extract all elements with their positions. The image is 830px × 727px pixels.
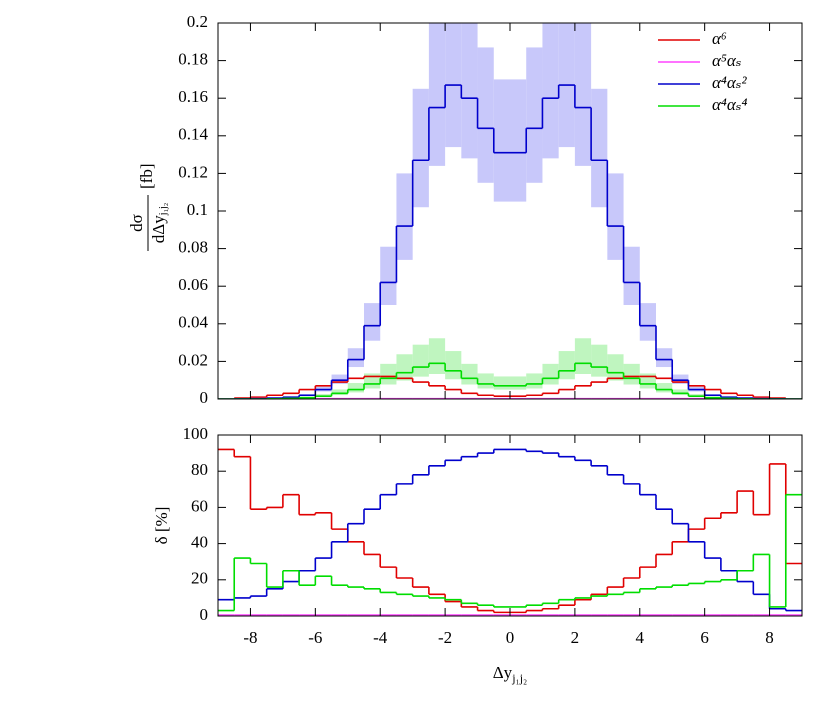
uncertainty-band: [607, 354, 624, 381]
y-axis-label: δ [%]: [152, 507, 171, 545]
y-tick-label: 0.14: [178, 125, 208, 144]
uncertainty-band: [526, 47, 543, 183]
uncertainty-band: [412, 344, 429, 377]
y-tick-label: 0: [200, 388, 209, 407]
uncertainty-band: [558, 351, 575, 380]
uncertainty-band: [412, 88, 429, 208]
uncertainty-band: [364, 303, 381, 341]
uncertainty-band: [574, 338, 592, 374]
uncertainty-band: [477, 373, 494, 389]
uncertainty-band: [493, 79, 510, 202]
uncertainty-band: [542, 363, 559, 385]
uncertainty-band: [396, 354, 413, 381]
x-tick-label: -2: [438, 628, 452, 647]
uncertainty-band: [380, 363, 397, 385]
uncertainty-band: [461, 363, 478, 385]
uncertainty-band: [331, 374, 348, 384]
legend-label: α⁴αₛ²: [712, 73, 747, 92]
x-tick-label: 2: [571, 628, 580, 647]
y-tick-label: 0.2: [187, 12, 208, 31]
y-tick-label: 80: [191, 460, 208, 479]
uncertainty-band: [639, 303, 656, 341]
x-tick-label: 4: [636, 628, 645, 647]
y-tick-label: 0.18: [178, 50, 208, 69]
uncertainty-band: [574, 23, 592, 166]
uncertainty-band: [526, 373, 543, 389]
uncertainty-band: [477, 47, 494, 183]
uncertainty-band: [558, 23, 575, 148]
x-tick-label: -6: [308, 628, 322, 647]
x-axis-label: Δyj₁j₂: [493, 663, 527, 685]
uncertainty-band: [445, 23, 462, 148]
y-tick-label: 40: [191, 533, 208, 552]
y-tick-label: 60: [191, 496, 208, 515]
y-tick-label: 0.08: [178, 238, 208, 257]
y-tick-label: 0.06: [178, 275, 208, 294]
y-label-numerator: dσ: [127, 214, 146, 232]
y-tick-label: 100: [183, 424, 209, 443]
uncertainty-band: [347, 383, 364, 393]
y-tick-label: 0.04: [178, 313, 208, 332]
y-tick-label: 0.16: [178, 87, 208, 106]
x-tick-label: 6: [700, 628, 709, 647]
uncertainty-band: [510, 376, 527, 390]
legend-label: α⁴αₛ⁴: [712, 95, 747, 114]
y-tick-label: 0.02: [178, 350, 208, 369]
uncertainty-band: [428, 23, 446, 166]
uncertainty-band: [542, 23, 559, 159]
uncertainty-band: [396, 173, 413, 260]
uncertainty-band: [672, 389, 689, 396]
y-tick-label: 0.1: [187, 200, 208, 219]
y-label-denominator: dΔyj₁j₂: [149, 203, 169, 243]
uncertainty-band: [672, 374, 689, 384]
x-tick-label: -8: [243, 628, 257, 647]
uncertainty-band: [656, 348, 673, 368]
uncertainty-band: [510, 79, 527, 202]
uncertainty-band: [656, 383, 673, 393]
y-tick-label: 0: [200, 605, 209, 624]
plot-area: [218, 448, 802, 616]
plot-frame: [217, 434, 803, 617]
y-tick-label: 20: [191, 569, 208, 588]
y-tick-label: 0.12: [178, 162, 208, 181]
y-axis-label: dσ dΔyj₁j₂ [fb]: [127, 164, 169, 251]
uncertainty-band: [493, 376, 510, 390]
legend-label: α⁶: [712, 29, 727, 48]
uncertainty-band: [623, 363, 640, 385]
x-label-sub: j₁j₂: [511, 671, 527, 685]
uncertainty-band: [623, 246, 640, 305]
uncertainty-band: [591, 344, 608, 377]
uncertainty-band: [445, 351, 462, 380]
uncertainty-band: [331, 389, 348, 396]
x-label-text: Δy: [493, 663, 513, 682]
uncertainty-band: [428, 338, 446, 374]
x-tick-label: -4: [373, 628, 388, 647]
uncertainty-band: [347, 348, 364, 368]
legend-label: α⁵αₛ: [712, 51, 742, 70]
uncertainty-band: [461, 23, 478, 159]
x-tick-label: 0: [506, 628, 515, 647]
uncertainty-band: [591, 88, 608, 208]
uncertainty-band: [380, 246, 397, 305]
y-label-unit: [fb]: [137, 164, 156, 189]
denominator-sub: j₁j₂: [158, 203, 169, 217]
x-tick-label: 8: [765, 628, 774, 647]
denominator-text: dΔy: [149, 215, 168, 243]
uncertainty-band: [607, 173, 624, 260]
